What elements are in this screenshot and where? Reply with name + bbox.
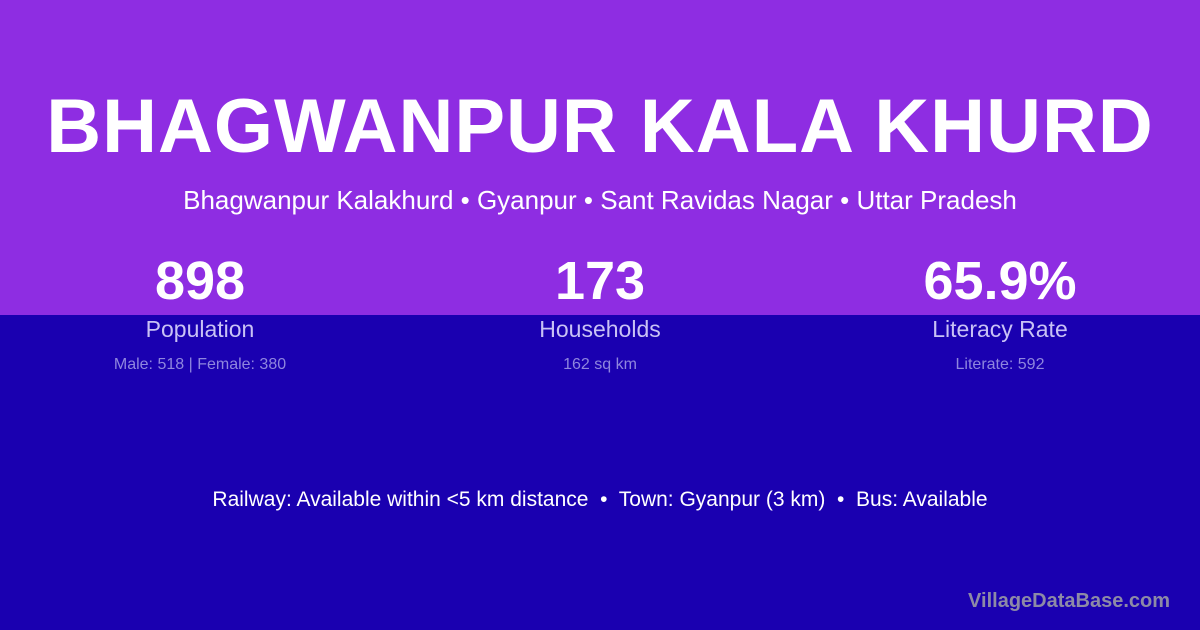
amenities-line: Railway: Available within <5 km distance…	[212, 488, 988, 511]
stat-label: Literacy Rate	[932, 316, 1068, 342]
stat-value: 65.9%	[923, 251, 1077, 311]
stat-value: 898	[154, 251, 246, 311]
location-subtitle: Bhagwanpur Kalakhurd • Gyanpur • Sant Ra…	[183, 185, 1017, 215]
stat-value: 173	[554, 251, 646, 311]
stat-label: Households	[539, 316, 661, 342]
brand-watermark: VillageDataBase.com	[968, 590, 1170, 612]
village-title: BHAGWANPUR KALA KHURD	[46, 84, 1154, 169]
stat-label: Population	[145, 316, 255, 342]
stat-literacy: 65.9% Literacy Rate Literate: 592	[800, 250, 1200, 376]
stat-detail: 162 sq km	[563, 356, 637, 373]
stat-population: 898 Population Male: 518 | Female: 380	[0, 250, 400, 376]
stat-detail: Male: 518 | Female: 380	[113, 356, 287, 373]
stat-households: 173 Households 162 sq km	[400, 250, 800, 376]
header-band	[0, 0, 1200, 315]
stat-detail: Literate: 592	[955, 356, 1045, 373]
